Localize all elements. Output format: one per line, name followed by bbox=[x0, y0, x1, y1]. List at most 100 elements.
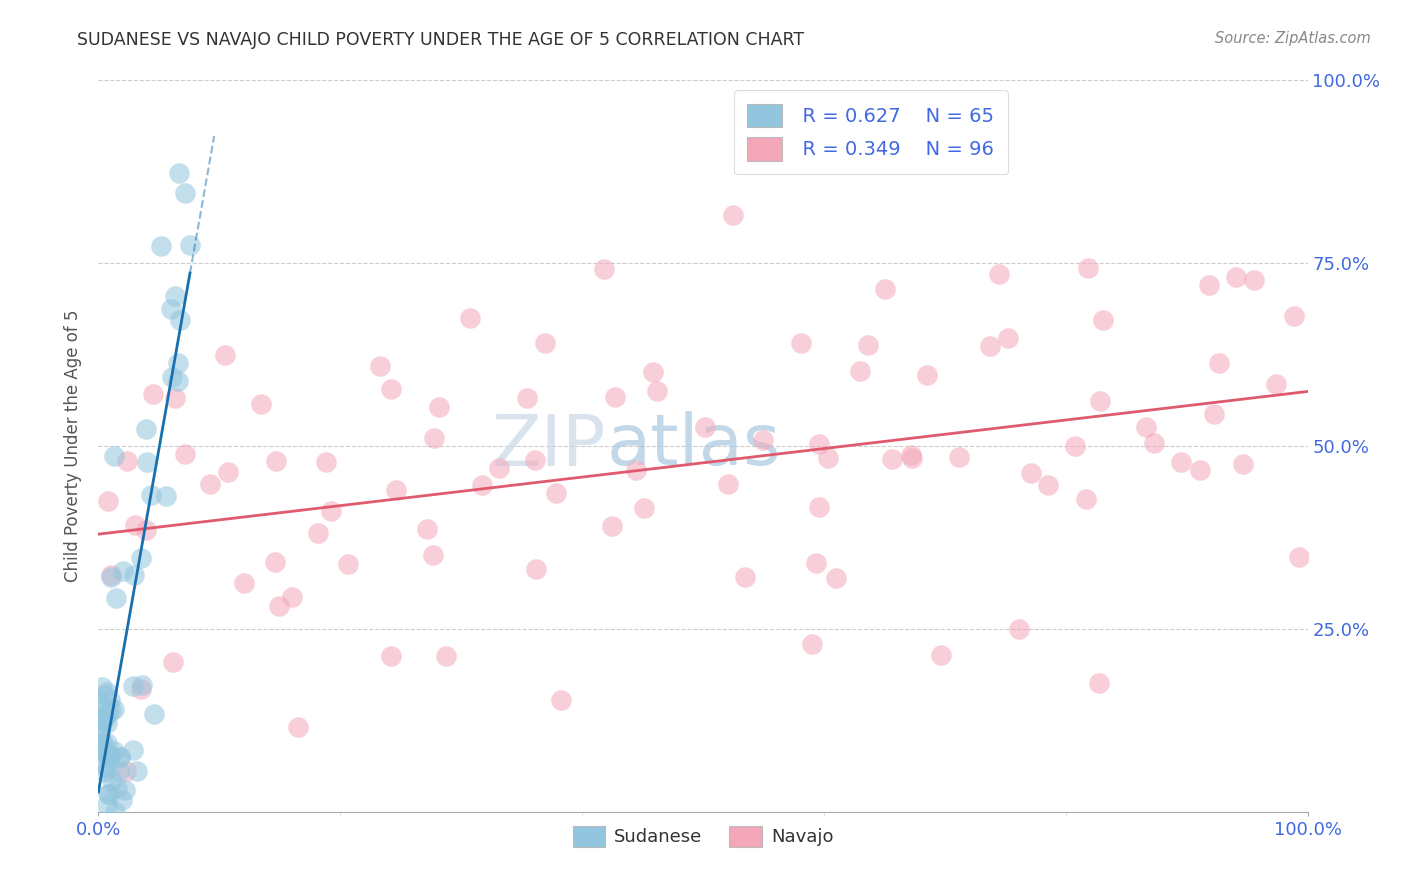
Point bbox=[734, 570, 756, 584]
Point bbox=[695, 420, 717, 434]
Point bbox=[434, 648, 457, 663]
Point bbox=[103, 702, 125, 716]
Point bbox=[789, 336, 811, 351]
Point bbox=[233, 576, 256, 591]
Point bbox=[1076, 491, 1098, 506]
Point bbox=[114, 783, 136, 797]
Point bbox=[90, 740, 112, 755]
Point bbox=[167, 356, 190, 370]
Point bbox=[948, 450, 970, 464]
Point bbox=[250, 397, 273, 411]
Point bbox=[717, 477, 740, 491]
Point bbox=[263, 555, 285, 569]
Point bbox=[460, 310, 482, 325]
Point bbox=[626, 463, 648, 477]
Text: Source: ZipAtlas.com: Source: ZipAtlas.com bbox=[1215, 31, 1371, 46]
Text: atlas: atlas bbox=[606, 411, 780, 481]
Point bbox=[96, 715, 118, 730]
Point bbox=[105, 780, 128, 795]
Point bbox=[100, 570, 122, 584]
Point bbox=[1198, 278, 1220, 293]
Point bbox=[600, 519, 623, 533]
Point bbox=[1288, 550, 1310, 565]
Point bbox=[1142, 436, 1164, 450]
Point bbox=[179, 238, 201, 252]
Point bbox=[108, 750, 131, 764]
Point bbox=[97, 748, 120, 763]
Point bbox=[100, 703, 122, 717]
Point bbox=[873, 282, 896, 296]
Point bbox=[488, 461, 510, 475]
Point bbox=[427, 400, 450, 414]
Point bbox=[752, 433, 775, 447]
Point bbox=[1135, 420, 1157, 434]
Point bbox=[96, 685, 118, 699]
Point bbox=[471, 477, 494, 491]
Point bbox=[997, 330, 1019, 344]
Point bbox=[98, 693, 121, 707]
Point bbox=[900, 448, 922, 462]
Point bbox=[1019, 466, 1042, 480]
Point bbox=[94, 759, 117, 773]
Point bbox=[336, 558, 359, 572]
Point bbox=[160, 370, 183, 384]
Point bbox=[89, 694, 111, 708]
Point bbox=[94, 688, 117, 702]
Point bbox=[1282, 309, 1305, 323]
Point bbox=[89, 710, 111, 724]
Point bbox=[90, 714, 112, 729]
Point bbox=[104, 805, 127, 819]
Point bbox=[110, 750, 132, 764]
Point bbox=[380, 648, 402, 663]
Point bbox=[929, 648, 952, 663]
Point bbox=[142, 707, 165, 722]
Point bbox=[593, 261, 616, 276]
Point bbox=[89, 727, 111, 741]
Point bbox=[91, 681, 114, 695]
Point bbox=[550, 693, 572, 707]
Point bbox=[988, 267, 1011, 281]
Point bbox=[97, 750, 120, 764]
Y-axis label: Child Poverty Under the Age of 5: Child Poverty Under the Age of 5 bbox=[65, 310, 83, 582]
Point bbox=[1202, 408, 1225, 422]
Point bbox=[824, 571, 846, 585]
Point bbox=[807, 437, 830, 451]
Point bbox=[111, 564, 134, 578]
Point bbox=[97, 762, 120, 776]
Point bbox=[89, 736, 111, 750]
Point bbox=[163, 289, 186, 303]
Point bbox=[1208, 356, 1230, 370]
Text: ZIP: ZIP bbox=[492, 411, 606, 481]
Point bbox=[115, 764, 138, 778]
Point bbox=[103, 744, 125, 758]
Point bbox=[1077, 261, 1099, 276]
Point bbox=[167, 375, 190, 389]
Point bbox=[214, 348, 236, 362]
Point bbox=[1091, 313, 1114, 327]
Point bbox=[173, 447, 195, 461]
Point bbox=[523, 453, 546, 467]
Point bbox=[160, 302, 183, 317]
Point bbox=[315, 455, 337, 469]
Point bbox=[150, 238, 173, 252]
Point bbox=[321, 504, 343, 518]
Point bbox=[169, 312, 191, 326]
Point bbox=[141, 387, 163, 401]
Point bbox=[380, 382, 402, 396]
Point bbox=[91, 699, 114, 714]
Point bbox=[801, 637, 824, 651]
Point bbox=[105, 591, 128, 606]
Point bbox=[94, 711, 117, 725]
Point bbox=[100, 773, 122, 788]
Point bbox=[162, 655, 184, 669]
Point bbox=[516, 391, 538, 405]
Point bbox=[882, 452, 904, 467]
Point bbox=[264, 454, 287, 468]
Point bbox=[416, 522, 439, 536]
Point bbox=[131, 681, 153, 696]
Text: SUDANESE VS NAVAJO CHILD POVERTY UNDER THE AGE OF 5 CORRELATION CHART: SUDANESE VS NAVAJO CHILD POVERTY UNDER T… bbox=[77, 31, 804, 49]
Point bbox=[122, 742, 145, 756]
Point bbox=[307, 525, 329, 540]
Point bbox=[107, 764, 129, 778]
Point bbox=[269, 599, 291, 614]
